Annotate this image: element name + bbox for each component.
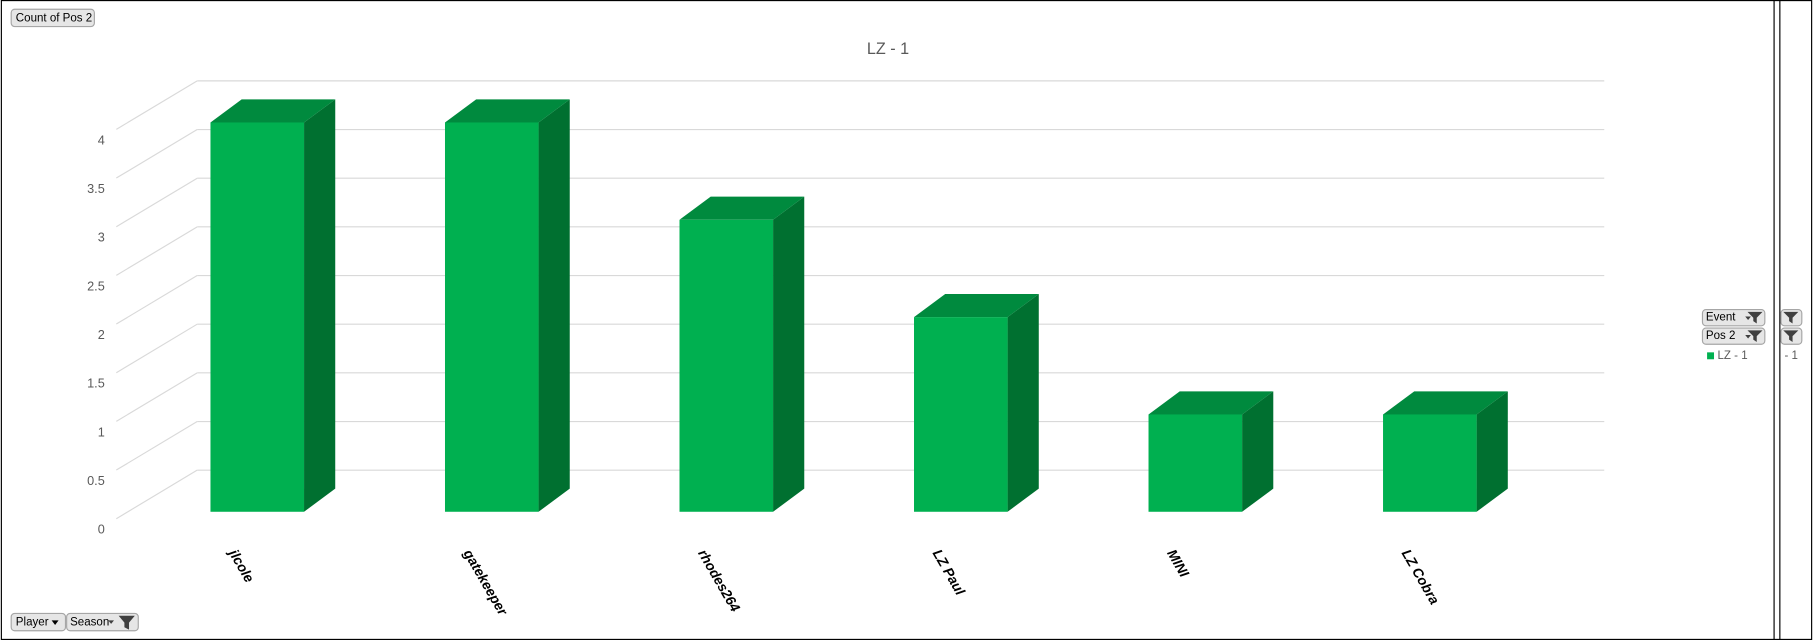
bar-top (1148, 391, 1274, 415)
value-field-button[interactable]: Count of Pos 2 (10, 8, 95, 28)
y-tick-label: 2 (98, 328, 105, 342)
button-label: Count of Pos 2 (16, 13, 92, 25)
y-tick-label: 0 (98, 523, 105, 537)
bar-side (773, 196, 805, 512)
bar-side (1242, 391, 1274, 512)
bar-side (1007, 294, 1039, 512)
bar-top (1383, 391, 1508, 415)
bar (210, 122, 305, 512)
legend-field-button[interactable]: Event (1701, 309, 1766, 327)
y-tick-label: 1.5 (87, 377, 105, 391)
y-tick-label: 3 (98, 231, 105, 245)
grid-line (116, 275, 198, 325)
bar-top (679, 196, 805, 220)
axis-field-button[interactable]: Season (66, 612, 139, 632)
y-tick-label: 1 (98, 425, 105, 439)
bar (1148, 414, 1243, 512)
filter-button[interactable] (1780, 327, 1803, 345)
y-tick-label: 2.5 (87, 279, 105, 293)
bar-side (304, 99, 336, 512)
grid-line (116, 177, 198, 228)
axis-field-button[interactable]: Player (10, 612, 67, 632)
bar (914, 317, 1008, 512)
grid-line (116, 323, 198, 374)
chart-title: LZ - 1 (867, 40, 909, 58)
button-label: Event (1706, 312, 1736, 324)
bar-top (444, 99, 570, 123)
legend-label: LZ - 1 (1717, 350, 1747, 362)
grid-line (116, 129, 198, 179)
grid-line (116, 372, 198, 422)
bar (679, 219, 774, 512)
button-label: Player (16, 617, 49, 629)
bar-top (210, 99, 336, 123)
grid-line (116, 469, 198, 520)
legend-field-button[interactable]: Pos 2 (1701, 327, 1766, 345)
clipped-label: - 1 (1784, 350, 1797, 362)
grid-line (116, 421, 198, 471)
bar (444, 122, 539, 512)
bar-side (1476, 391, 1508, 512)
button-label: Season (70, 617, 109, 629)
filter-button[interactable] (1780, 309, 1803, 327)
bar (1383, 414, 1477, 512)
button-label: Pos 2 (1706, 330, 1736, 342)
y-tick-label: 0.5 (87, 474, 105, 488)
bar-top (914, 294, 1039, 318)
legend-swatch (1707, 352, 1715, 360)
grid-line (116, 80, 198, 130)
y-tick-label: 3.5 (87, 182, 105, 196)
bar-side (538, 99, 570, 512)
y-tick-label: 4 (98, 133, 105, 147)
grid-line (116, 226, 198, 276)
